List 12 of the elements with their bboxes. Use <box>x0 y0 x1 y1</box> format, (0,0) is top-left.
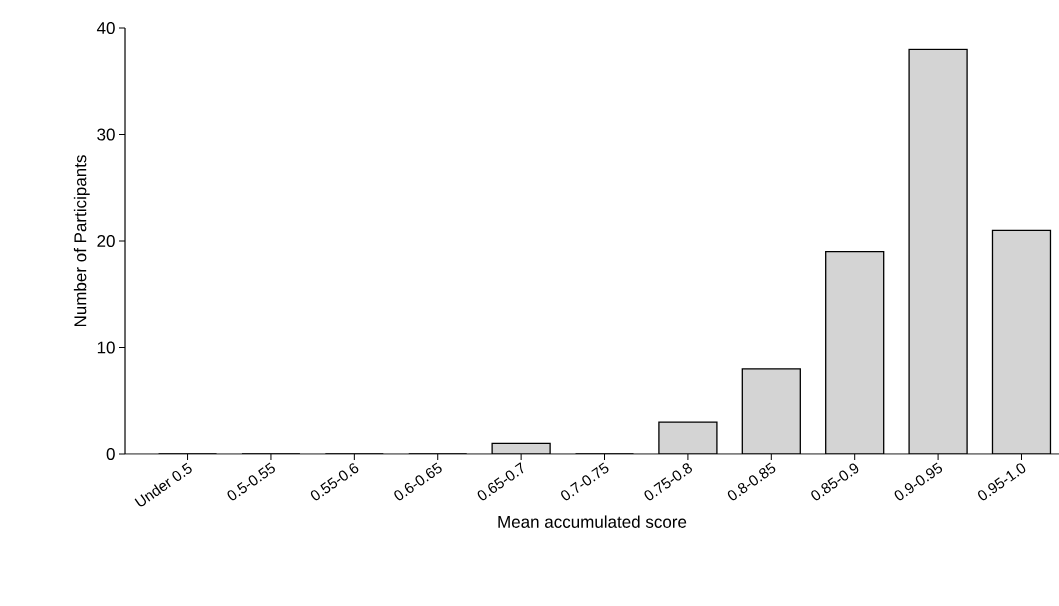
y-tick-label: 30 <box>97 128 115 141</box>
bar <box>658 421 718 454</box>
y-tick-label: 40 <box>96 21 115 35</box>
x-axis-title: Mean accumulated score <box>498 515 687 528</box>
y-tick-label: 10 <box>97 341 115 354</box>
y-tick-label: 0 <box>106 447 115 461</box>
bar <box>825 251 885 454</box>
bar <box>908 48 968 454</box>
bar <box>991 229 1052 454</box>
y-tick-label: 20 <box>97 234 115 248</box>
y-axis-title: Number of Participants <box>73 155 90 327</box>
bar <box>741 368 801 454</box>
